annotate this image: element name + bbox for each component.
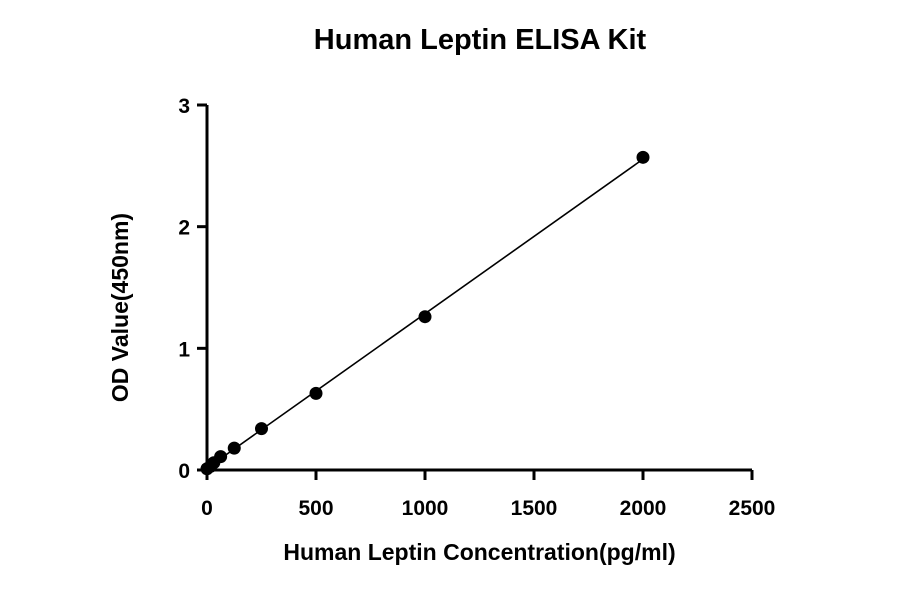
x-tick-label: 500 [298,497,333,520]
x-tick-label: 2500 [729,497,776,520]
x-tick-label: 1500 [511,497,558,520]
data-point [636,150,650,164]
y-tick-label: 2 [178,217,190,240]
data-point [309,386,323,400]
y-axis-label: OD Value(450nm) [107,213,133,402]
x-tick-label: 1000 [402,497,449,520]
chart-title: Human Leptin ELISA Kit [313,24,647,56]
y-tick-label: 0 [178,460,190,483]
x-tick-label: 2000 [620,497,667,520]
data-point [418,310,432,324]
y-tick-label: 3 [178,95,190,118]
data-point [214,450,228,464]
x-tick-label: 0 [201,497,213,520]
y-tick-label: 1 [178,338,190,361]
x-axis-label: Human Leptin Concentration(pg/ml) [283,539,675,565]
data-point [227,441,241,455]
data-point [255,422,268,436]
